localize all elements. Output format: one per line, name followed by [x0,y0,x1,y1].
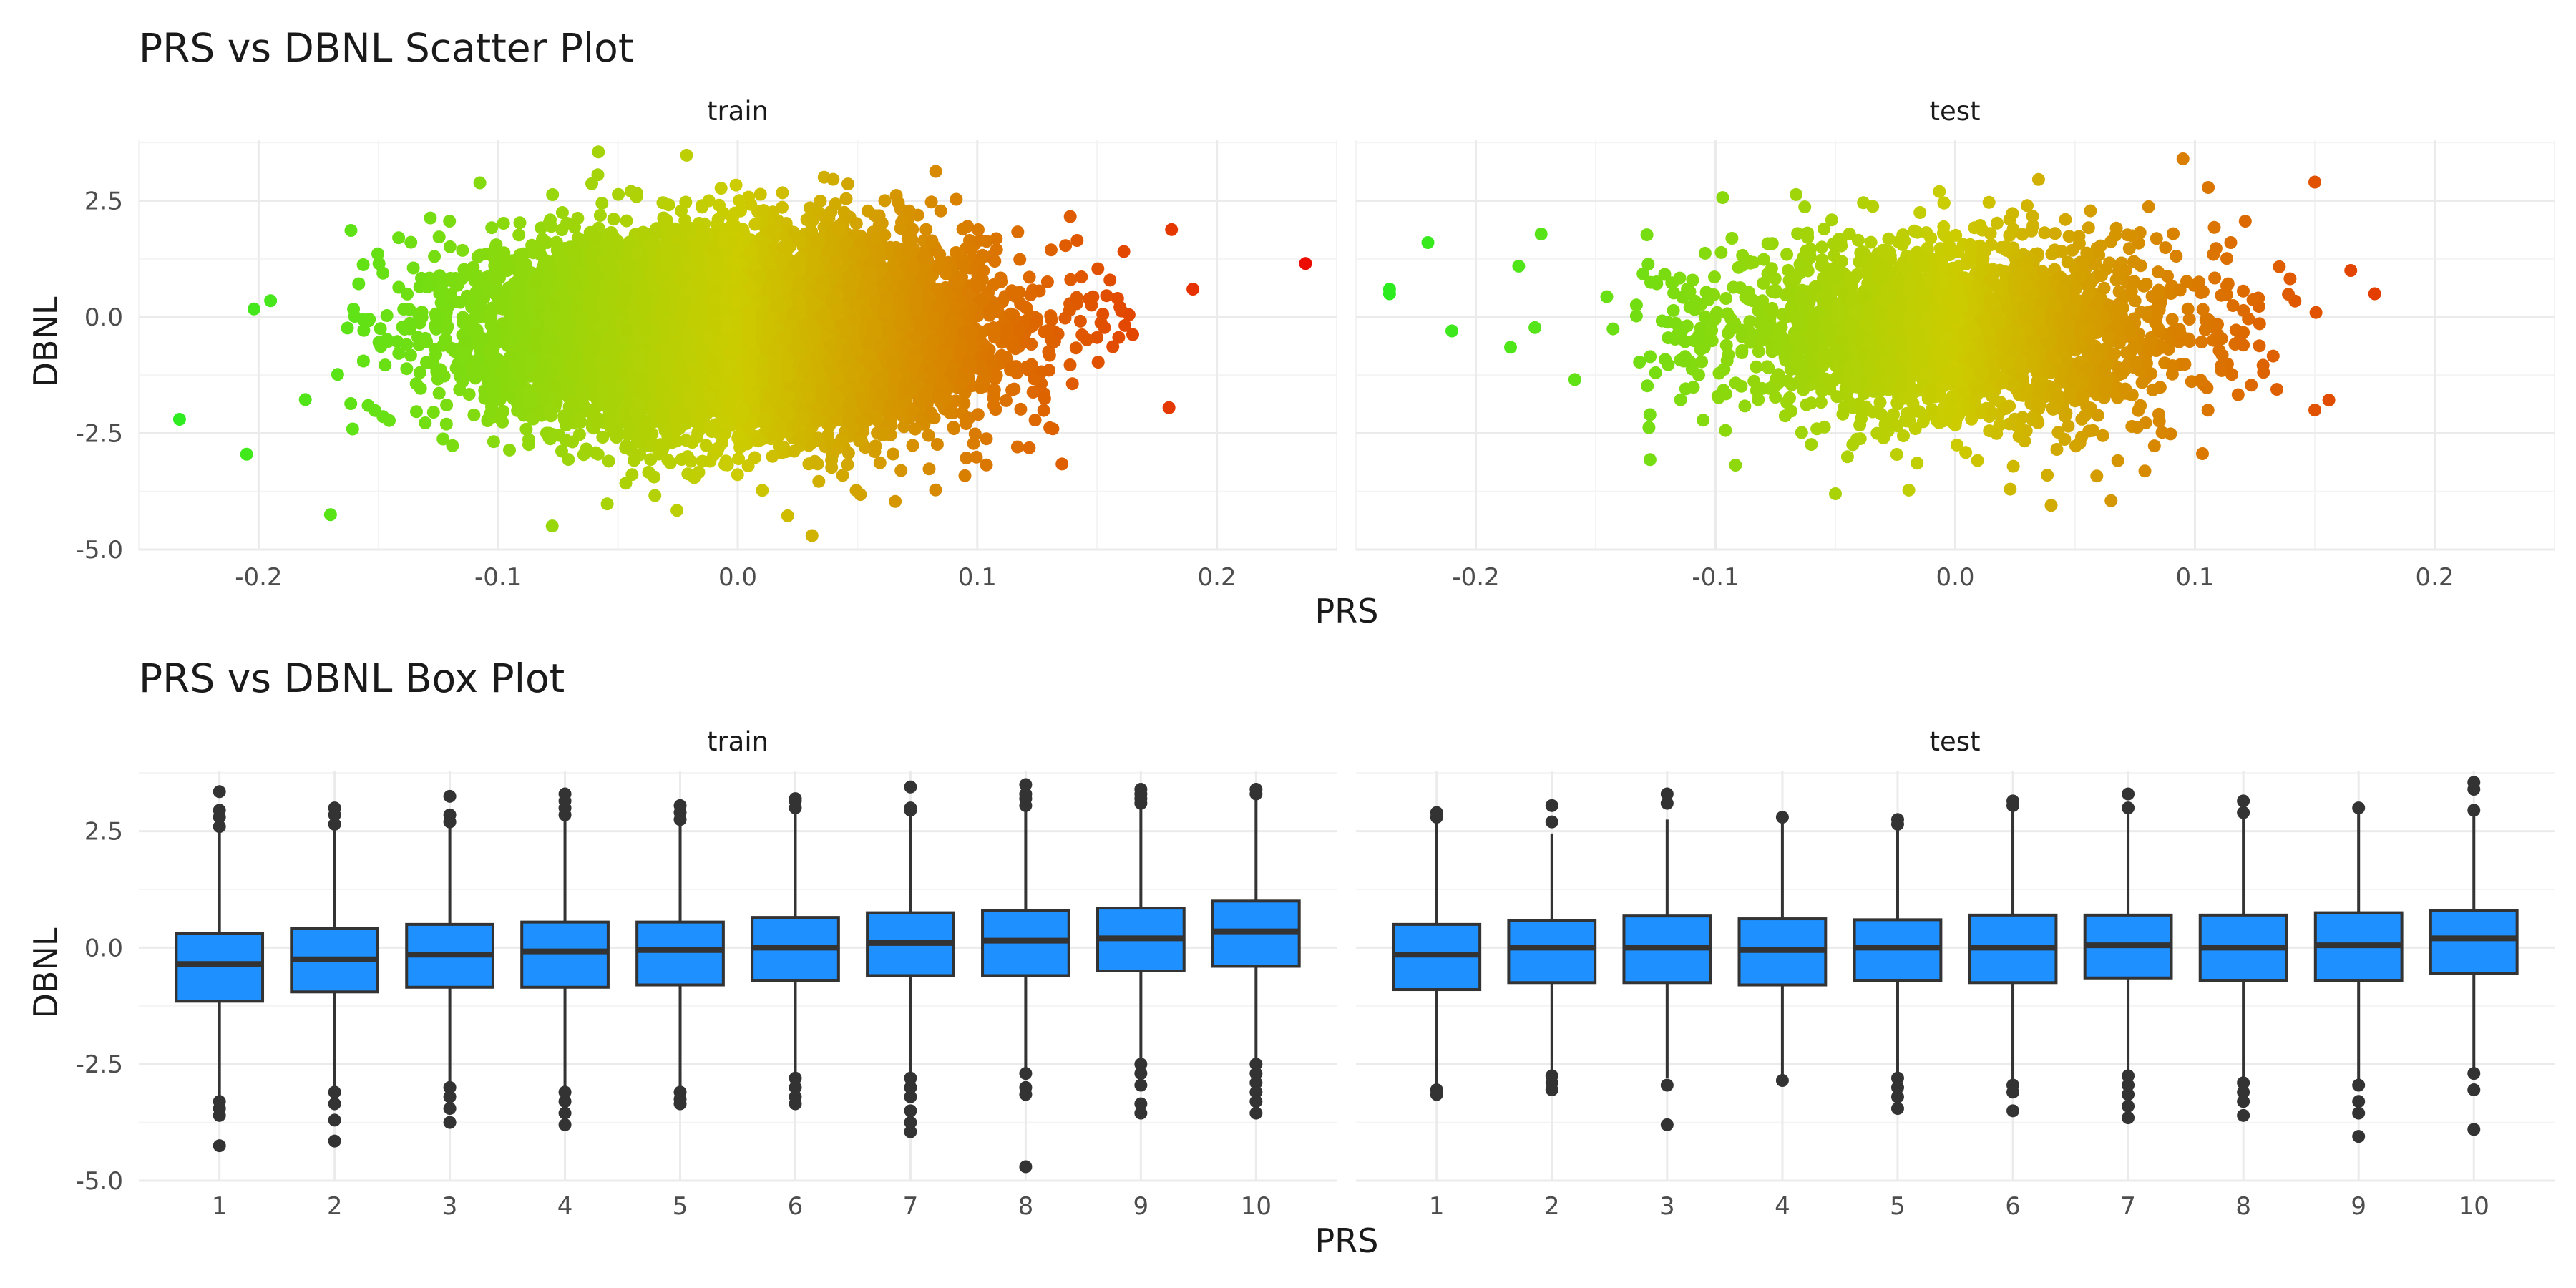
scatter-point [439,417,453,431]
scatter-point [714,182,728,195]
scatter-point [545,519,559,533]
scatter-point [432,230,446,244]
scatter-point [428,250,441,263]
scatter-point [929,165,942,178]
scatter-strip-test: test [1929,96,1980,127]
scatter-point [748,451,761,464]
scatter-point [972,223,985,236]
scatter-point [400,362,414,376]
scatter-point [519,422,533,436]
scatter-point [379,358,392,372]
scatter-point [344,224,358,237]
scatter-point [732,452,746,466]
scatter-point [497,217,510,230]
scatter-point [431,372,444,386]
scatter-point [1091,262,1105,275]
scatter-point [776,186,789,200]
scatter-point [990,232,1003,245]
scatter-point [1063,358,1077,371]
scatter-point [1075,328,1089,341]
scatter-point [404,348,417,362]
scatter-point [887,447,900,461]
scatter-point [980,458,993,472]
scatter-point [662,198,675,212]
scatter-point [371,247,384,260]
scatter-point [487,435,500,449]
scatter-panel-train [138,140,1337,551]
scatter-point [436,432,450,446]
scatter-point [331,368,344,381]
scatter-point [894,464,908,477]
scatter-point [620,214,633,228]
scatter-point [580,442,593,456]
scatter-point [1165,223,1179,236]
scatter-point [357,323,371,337]
scatter-point [440,399,454,411]
scatter-point [929,483,942,497]
scatter-point [812,474,826,488]
scatter-point [950,192,963,206]
scatter-point [346,422,359,436]
scatter-point [1065,377,1079,391]
scatter-point [596,431,610,444]
scatter-point [757,204,771,218]
scatter-strip-train: train [707,96,769,127]
scatter-point [1000,351,1013,364]
scatter-point [1075,270,1088,283]
scatter-point [522,433,535,447]
scatter-point [419,416,432,429]
scatter-point [841,458,854,472]
scatter-point [1043,364,1055,377]
scatter-point [934,204,947,218]
scatter-point [512,228,526,242]
scatter-point [970,450,983,464]
scatter-point [348,310,361,323]
scatter-point [446,439,459,452]
scatter-point [756,484,769,497]
scatter-point [1023,270,1036,284]
scatter-point [922,462,936,476]
scatter-point [248,302,260,316]
scatter-point [410,405,423,419]
scatter-point [298,393,312,406]
scatter-point [776,200,789,214]
scatter-point [593,209,607,222]
scatter-title: PRS vs DBNL Scatter Plot [139,25,633,71]
scatter-point [670,504,684,517]
scatter-point [988,255,1002,268]
scatter-point [1010,440,1024,454]
scatter-point [837,205,851,219]
scatter-point [1096,308,1110,321]
scatter-point [595,197,609,210]
scatter-point [713,198,726,212]
scatter-point [363,313,376,326]
scatter-points-train [172,145,1312,542]
scatter-point [513,216,527,230]
scatter-point [947,421,960,434]
scatter-point [414,381,427,395]
scatter-point [849,217,863,230]
scatter-point [906,439,919,452]
scatter-point [607,213,620,226]
scatter-point [1091,331,1104,344]
scatter-point [836,469,849,482]
scatter-point [380,309,394,322]
